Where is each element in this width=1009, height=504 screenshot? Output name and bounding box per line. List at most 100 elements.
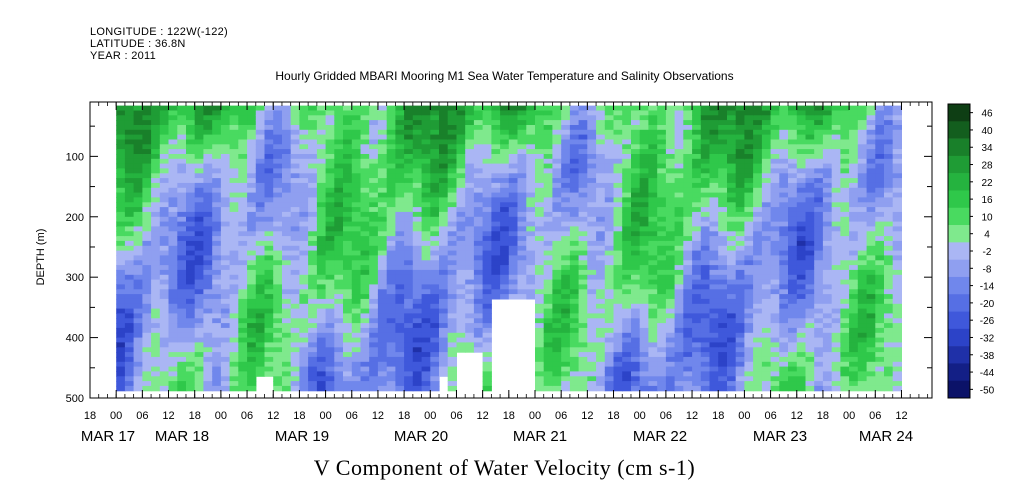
- heatmap-cell: [186, 352, 196, 358]
- heatmap-cell: [439, 125, 449, 131]
- heatmap-cell: [840, 144, 850, 150]
- heatmap-cell: [770, 105, 780, 111]
- heatmap-cell: [779, 289, 789, 295]
- heatmap-cell: [866, 149, 876, 155]
- heatmap-cell: [674, 347, 684, 353]
- heatmap-cell: [517, 216, 527, 223]
- heatmap-cell: [587, 265, 597, 271]
- heatmap-cell: [439, 168, 449, 174]
- heatmap-cell: [360, 154, 370, 160]
- heatmap-cell: [177, 110, 187, 116]
- heatmap-cell: [343, 240, 353, 247]
- heatmap-cell: [753, 347, 763, 353]
- heatmap-cell: [761, 115, 772, 121]
- heatmap-cell: [552, 187, 562, 194]
- heatmap-cell: [124, 371, 135, 377]
- heatmap-cell: [569, 327, 580, 334]
- heatmap-cell: [622, 125, 632, 131]
- heatmap-cell: [290, 216, 300, 223]
- heatmap-cell: [439, 187, 449, 194]
- heatmap-cell: [596, 294, 606, 300]
- heatmap-cell: [770, 236, 780, 242]
- heatmap-cell: [430, 337, 440, 343]
- heatmap-cell: [377, 139, 388, 145]
- heatmap-cell: [116, 207, 126, 213]
- heatmap-cell: [814, 110, 824, 116]
- heatmap-cell: [569, 134, 580, 140]
- heatmap-cell: [447, 168, 457, 174]
- heatmap-cell: [247, 274, 257, 281]
- heatmap-cell: [753, 245, 763, 252]
- heatmap-cell: [718, 371, 728, 377]
- heatmap-cell: [657, 158, 667, 165]
- heatmap-cell: [290, 279, 300, 285]
- heatmap-cell: [238, 236, 248, 242]
- heatmap-cell: [377, 255, 388, 261]
- heatmap-cell: [439, 265, 449, 271]
- heatmap-cell: [831, 294, 841, 300]
- heatmap-cell: [727, 178, 737, 184]
- heatmap-cell: [761, 294, 772, 300]
- heatmap-cell: [631, 231, 641, 237]
- heatmap-cell: [282, 308, 292, 314]
- heatmap-cell: [116, 298, 126, 305]
- heatmap-cell: [447, 105, 457, 111]
- heatmap-cell: [133, 318, 143, 324]
- heatmap-cell: [613, 240, 623, 247]
- heatmap-cell: [866, 265, 876, 271]
- heatmap-cell: [386, 139, 396, 145]
- heatmap-cell: [683, 178, 693, 184]
- heatmap-cell: [395, 192, 405, 198]
- heatmap-cell: [543, 110, 553, 116]
- heatmap-cell: [473, 182, 484, 189]
- heatmap-cell: [683, 115, 693, 121]
- heatmap-cell: [151, 250, 161, 256]
- heatmap-cell: [430, 202, 440, 208]
- heatmap-cell: [465, 182, 475, 189]
- heatmap-cell: [212, 260, 222, 266]
- heatmap-cell: [840, 221, 850, 227]
- heatmap-cell: [404, 240, 414, 247]
- heatmap-cell: [761, 168, 772, 174]
- heatmap-cell: [596, 361, 606, 368]
- heatmap-cell: [133, 303, 143, 310]
- heatmap-cell: [447, 303, 457, 310]
- heatmap-cell: [439, 366, 449, 372]
- heatmap-cell: [822, 197, 833, 203]
- heatmap-cell: [508, 192, 519, 198]
- heatmap-cell: [700, 313, 711, 319]
- heatmap-cell: [159, 221, 170, 227]
- heatmap-cell: [404, 255, 414, 261]
- heatmap-cell: [351, 265, 362, 271]
- heatmap-cell: [535, 284, 545, 290]
- heatmap-cell: [805, 323, 815, 329]
- heatmap-cell: [247, 120, 257, 126]
- heatmap-cell: [116, 240, 126, 247]
- heatmap-cell: [473, 318, 484, 324]
- heatmap-cell: [822, 274, 833, 281]
- heatmap-cell: [177, 347, 187, 353]
- heatmap-cell: [334, 361, 344, 368]
- heatmap-cell: [648, 197, 658, 203]
- heatmap-cell: [700, 274, 711, 281]
- heatmap-cell: [212, 269, 222, 276]
- heatmap-cell: [596, 308, 606, 314]
- heatmap-cell: [238, 318, 248, 324]
- heatmap-cell: [805, 125, 815, 131]
- heatmap-cell: [657, 298, 667, 305]
- heatmap-cell: [770, 284, 780, 290]
- heatmap-cell: [508, 182, 519, 189]
- heatmap-cell: [421, 158, 431, 165]
- heatmap-cell: [517, 250, 527, 256]
- heatmap-cell: [770, 245, 780, 252]
- heatmap-cell: [788, 149, 798, 155]
- heatmap-cell: [674, 342, 684, 348]
- heatmap-cell: [796, 250, 807, 256]
- heatmap-cell: [273, 255, 283, 261]
- heatmap-cell: [168, 202, 178, 208]
- heatmap-cell: [770, 144, 780, 150]
- heatmap-cell: [831, 385, 841, 392]
- heatmap-cell: [395, 240, 405, 247]
- heatmap-cell: [561, 158, 571, 165]
- heatmap-cell: [692, 139, 702, 145]
